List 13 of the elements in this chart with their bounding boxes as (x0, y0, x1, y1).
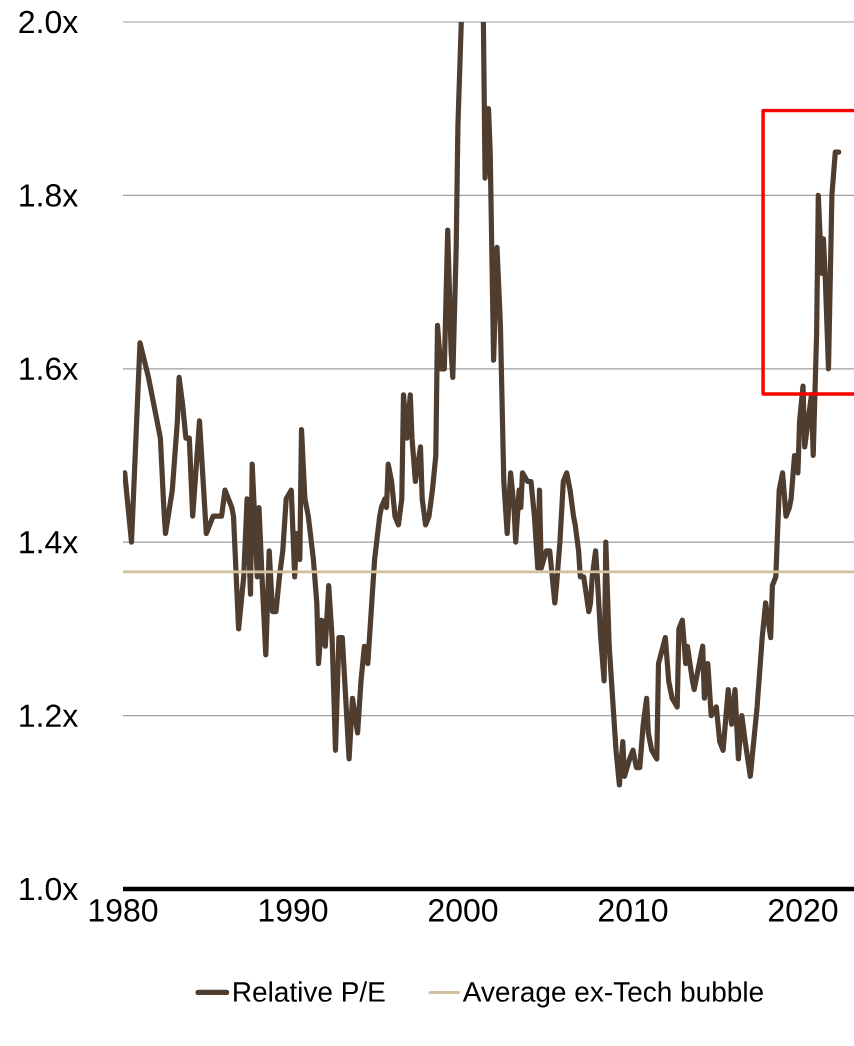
x-tick-label: 2010 (599, 899, 668, 922)
y-tick-label: 1.6x (20, 357, 78, 381)
x-tick-label: 2020 (769, 899, 838, 922)
x-tick-label: 2000 (429, 899, 498, 922)
y-tick-label: 1.8x (20, 184, 78, 207)
y-tick-label: 1.0x (20, 877, 78, 901)
legend-label: Average ex-Tech bubble (462, 981, 763, 1008)
x-tick-label: 1990 (259, 899, 328, 922)
y-tick-label: 2.0x (19, 10, 78, 34)
y-tick-label: 1.4x (20, 531, 78, 554)
legend-label: Relative P/E (234, 981, 385, 1002)
x-tick-label: 1980 (89, 899, 158, 922)
y-tick-label: 1.2x (20, 704, 78, 727)
